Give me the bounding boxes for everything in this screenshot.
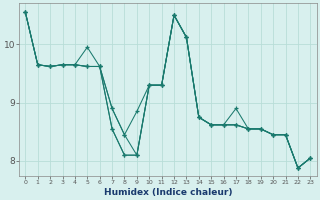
X-axis label: Humidex (Indice chaleur): Humidex (Indice chaleur) — [104, 188, 232, 197]
